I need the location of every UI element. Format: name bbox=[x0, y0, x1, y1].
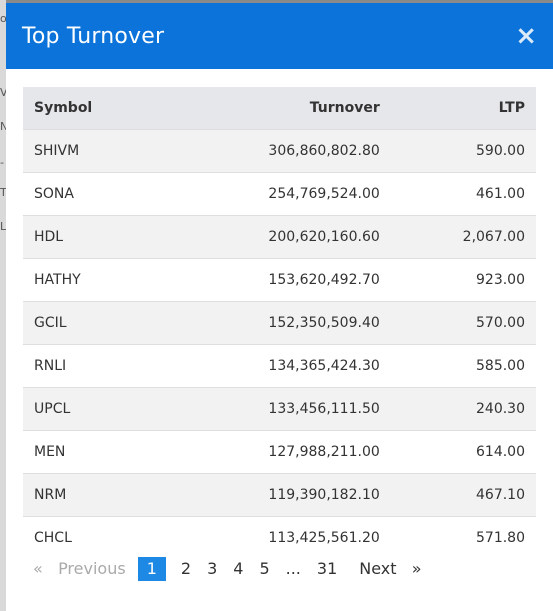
symbol-cell: NRM bbox=[23, 472, 162, 516]
table-row: UPCL 133,456,111.50 240.30 bbox=[23, 386, 536, 430]
column-header-ltp[interactable]: LTP bbox=[390, 87, 536, 129]
ltp-cell: 461.00 bbox=[390, 171, 536, 215]
symbol-cell: GCIL bbox=[23, 300, 162, 344]
turnover-cell: 254,769,524.00 bbox=[161, 171, 391, 215]
window-top-border bbox=[0, 0, 553, 3]
ltp-cell: 570.00 bbox=[390, 300, 536, 344]
page-button-2[interactable]: 2 bbox=[180, 559, 192, 578]
table-row: CHCL 113,425,561.20 571.80 bbox=[23, 515, 536, 559]
double-chevron-left-icon: « bbox=[33, 559, 43, 578]
symbol-cell: UPCL bbox=[23, 386, 162, 430]
table-row: HDL 200,620,160.60 2,067.00 bbox=[23, 214, 536, 258]
ltp-cell: 614.00 bbox=[390, 429, 536, 473]
table-row: NRM 119,390,182.10 467.10 bbox=[23, 472, 536, 516]
background-text: - bbox=[0, 158, 4, 168]
turnover-cell: 152,350,509.40 bbox=[161, 300, 391, 344]
symbol-cell: MEN bbox=[23, 429, 162, 473]
modal-title: Top Turnover bbox=[22, 23, 165, 49]
turnover-cell: 133,456,111.50 bbox=[161, 386, 391, 430]
table-row: SONA 254,769,524.00 461.00 bbox=[23, 171, 536, 215]
symbol-cell: RNLI bbox=[23, 343, 162, 387]
background-text: V bbox=[0, 88, 6, 98]
background-text: T bbox=[0, 188, 6, 198]
ltp-cell: 2,067.00 bbox=[390, 214, 536, 258]
next-page-button[interactable]: Next » bbox=[351, 557, 429, 581]
ltp-cell: 590.00 bbox=[390, 128, 536, 172]
table-row: GCIL 152,350,509.40 570.00 bbox=[23, 300, 536, 344]
turnover-cell: 119,390,182.10 bbox=[161, 472, 391, 516]
page-button-31[interactable]: 31 bbox=[316, 559, 338, 578]
top-turnover-modal: Top Turnover × Symbol Turnover LTP SHIVM… bbox=[6, 3, 553, 611]
page-ellipsis: ... bbox=[285, 559, 301, 578]
turnover-cell: 153,620,492.70 bbox=[161, 257, 391, 301]
modal-header: Top Turnover × bbox=[6, 3, 553, 69]
background-text: L bbox=[0, 222, 6, 232]
column-header-symbol[interactable]: Symbol bbox=[23, 87, 162, 129]
symbol-cell: CHCL bbox=[23, 515, 162, 559]
turnover-cell: 200,620,160.60 bbox=[161, 214, 391, 258]
table-row: SHIVM 306,860,802.80 590.00 bbox=[23, 128, 536, 172]
previous-page-button[interactable]: « Previous bbox=[31, 557, 134, 581]
ltp-cell: 240.30 bbox=[390, 386, 536, 430]
close-icon[interactable]: × bbox=[515, 21, 537, 51]
turnover-cell: 134,365,424.30 bbox=[161, 343, 391, 387]
background-text: o bbox=[0, 14, 6, 24]
symbol-cell: SHIVM bbox=[23, 128, 162, 172]
turnover-cell: 113,425,561.20 bbox=[161, 515, 391, 559]
previous-label: Previous bbox=[58, 559, 126, 578]
background-text: N bbox=[0, 122, 6, 132]
pagination: « Previous 1 2 3 4 5 ... 31 Next » bbox=[31, 557, 430, 581]
next-label: Next bbox=[359, 559, 397, 578]
table-header-row: Symbol Turnover LTP bbox=[23, 87, 536, 129]
symbol-cell: SONA bbox=[23, 171, 162, 215]
page-button-1[interactable]: 1 bbox=[137, 557, 166, 581]
background-page: o V N - T L bbox=[0, 0, 6, 611]
table-row: RNLI 134,365,424.30 585.00 bbox=[23, 343, 536, 387]
page-button-5[interactable]: 5 bbox=[259, 559, 270, 578]
ltp-cell: 585.00 bbox=[390, 343, 536, 387]
double-chevron-right-icon: » bbox=[411, 559, 422, 578]
ltp-cell: 571.80 bbox=[390, 515, 536, 559]
table-row: MEN 127,988,211.00 614.00 bbox=[23, 429, 536, 473]
symbol-cell: HATHY bbox=[23, 257, 162, 301]
turnover-cell: 127,988,211.00 bbox=[161, 429, 391, 473]
page-button-4[interactable]: 4 bbox=[233, 559, 244, 578]
turnover-table-container: Symbol Turnover LTP SHIVM 306,860,802.80… bbox=[23, 87, 536, 559]
turnover-table: Symbol Turnover LTP SHIVM 306,860,802.80… bbox=[23, 87, 536, 559]
column-header-turnover[interactable]: Turnover bbox=[161, 87, 391, 129]
table-row: HATHY 153,620,492.70 923.00 bbox=[23, 257, 536, 301]
symbol-cell: HDL bbox=[23, 214, 162, 258]
ltp-cell: 923.00 bbox=[390, 257, 536, 301]
turnover-cell: 306,860,802.80 bbox=[161, 128, 391, 172]
page-button-3[interactable]: 3 bbox=[207, 559, 218, 578]
ltp-cell: 467.10 bbox=[390, 472, 536, 516]
